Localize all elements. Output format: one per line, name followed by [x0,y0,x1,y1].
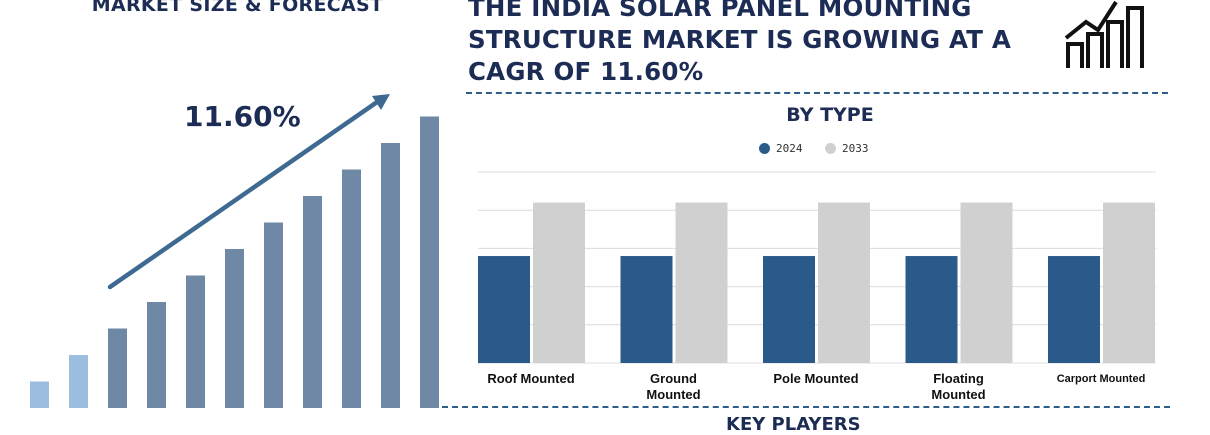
growth-bar [342,169,361,408]
bar-2033-floating-mounted [960,202,1013,363]
trend-arrow-line [107,97,383,290]
category-label-carport-mounted: Carport Mounted [1056,373,1146,385]
category-label-ground-mounted: Ground Mounted [646,371,701,402]
category-label-roof-mounted: Roof Mounted [487,371,575,386]
legend-swatch-2033 [825,143,836,154]
growth-arrow-icon [107,94,390,290]
growth-bar [381,143,400,408]
growth-bar [108,328,127,408]
bar-2024-carport-mounted [1048,256,1100,363]
legend-swatch-2024 [759,143,770,154]
growth-bar [420,116,439,408]
growth-bar [303,196,322,408]
growth-bar [30,381,49,408]
cagr-label: 11.60% [184,100,301,133]
growth-bar [225,249,244,408]
bar-2033-ground-mounted [675,202,728,363]
trend-arrow-head [372,94,390,110]
category-label-pole-mounted: Pole Mounted [773,371,859,386]
legend-item-2033: 2033 [825,142,869,155]
by-type-title: BY TYPE [786,104,874,126]
key-players-heading: KEY PLAYERS [726,414,861,435]
growth-bar [147,302,166,408]
headline: THE INDIA SOLAR PANEL MOUNTING STRUCTURE… [468,0,1012,86]
bar-growth-icon [1064,0,1144,68]
bar-2033-carport-mounted [1103,202,1155,363]
market-size-title: MARKET SIZE & FORECAST [91,0,384,16]
market-size-chart [30,94,439,408]
legend-label-2033: 2033 [842,142,869,155]
growth-bar [264,222,283,408]
growth-bar [69,355,88,408]
by-type-chart [478,171,1156,364]
legend-label-2024: 2024 [776,142,803,155]
legend-item-2024: 2024 [759,142,803,155]
bar-2024-roof-mounted [478,256,530,363]
bar-2033-roof-mounted [533,202,585,363]
divider-bottom [442,406,1170,408]
category-label-floating-mounted: Floating Mounted [931,371,986,402]
bar-2024-ground-mounted [620,256,673,363]
bar-2024-floating-mounted [905,256,958,363]
divider-top [466,92,1168,94]
growth-bar [186,275,205,408]
bar-2024-pole-mounted [763,256,815,363]
bar-2033-pole-mounted [818,202,870,363]
